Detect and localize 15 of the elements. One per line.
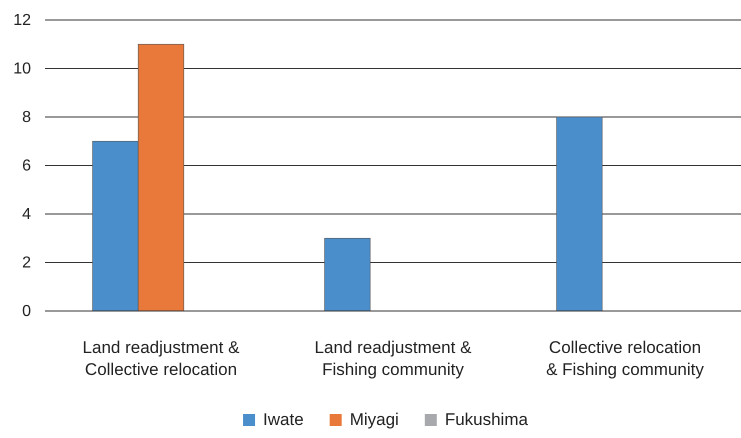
bar xyxy=(324,238,370,312)
bar xyxy=(556,116,602,312)
x-tick-label: Collective relocation & Fishing community xyxy=(546,338,704,380)
legend-label: Miyagi xyxy=(350,410,399,429)
legend-label: Iwate xyxy=(263,410,304,429)
legend-label: Fukushima xyxy=(444,410,528,429)
x-tick-label: Land readjustment & Fishing community xyxy=(314,338,472,380)
y-tick-label: 4 xyxy=(22,206,32,224)
y-tick-label: 0 xyxy=(22,303,32,320)
y-tick-label: 10 xyxy=(13,60,32,78)
y-tick-label: 2 xyxy=(22,254,32,272)
x-tick-label: Land readjustment & Collective relocation xyxy=(82,338,240,380)
y-tick-label: 8 xyxy=(22,109,32,126)
y-tick-label: 12 xyxy=(13,12,32,30)
y-tick-label: 6 xyxy=(22,158,32,175)
